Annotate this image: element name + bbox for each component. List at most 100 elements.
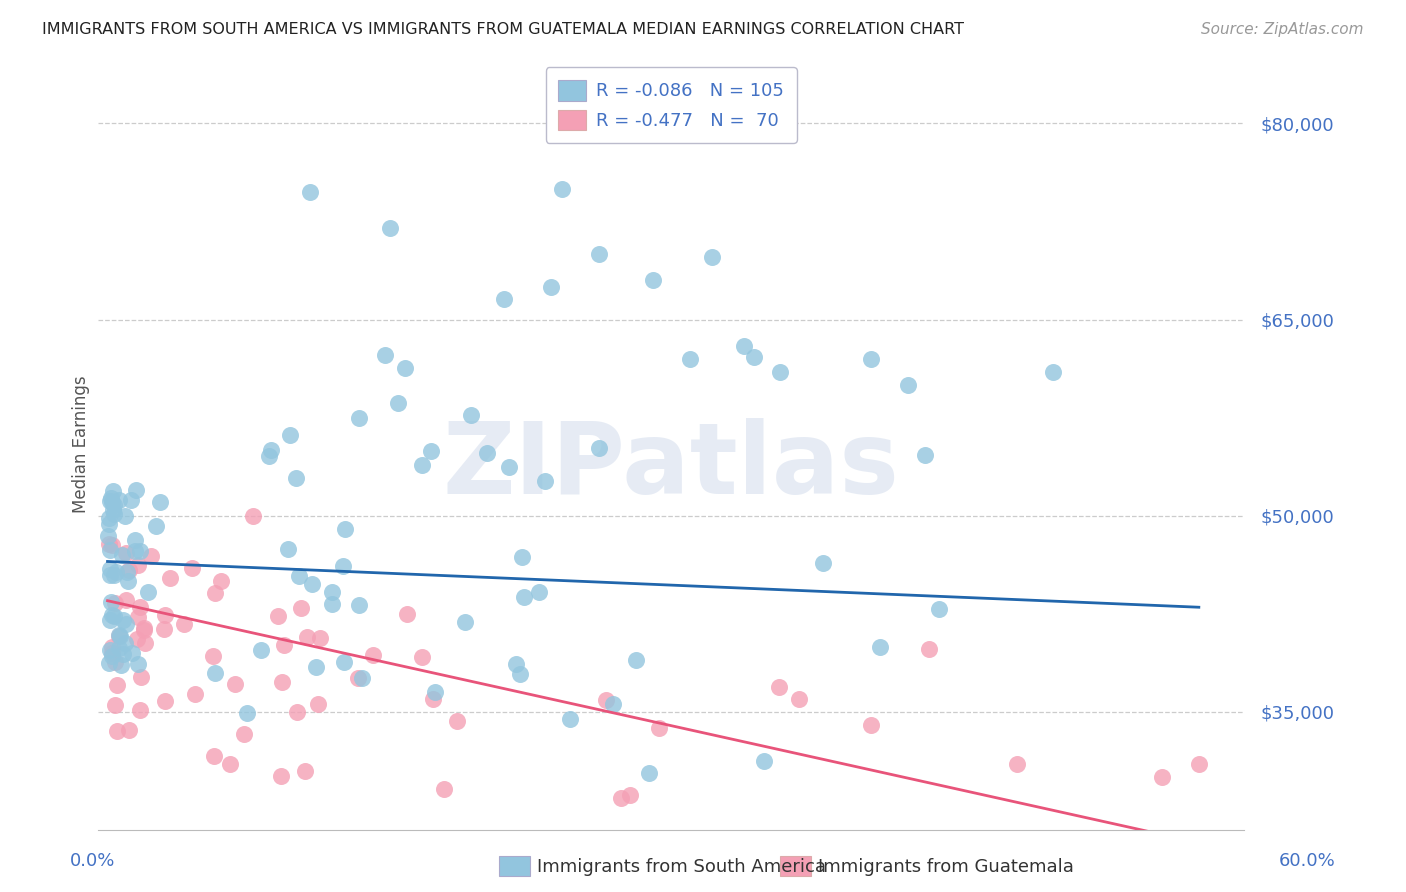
Point: [768, 680, 790, 694]
Point: [648, 722, 671, 736]
Point: [509, 666, 531, 681]
Point: [224, 677, 246, 691]
Point: [236, 706, 259, 720]
Point: [527, 584, 550, 599]
Point: [277, 541, 299, 556]
Point: [285, 705, 308, 719]
Point: [134, 623, 156, 637]
Text: 60.0%: 60.0%: [1279, 852, 1336, 870]
Point: [103, 508, 125, 522]
Point: [510, 550, 533, 565]
Point: [294, 764, 316, 778]
Point: [347, 598, 370, 612]
Point: [869, 640, 891, 654]
Point: [1042, 365, 1064, 379]
Point: [259, 450, 281, 464]
Point: [204, 586, 226, 600]
Point: [595, 693, 617, 707]
Point: [588, 247, 610, 261]
Point: [551, 182, 574, 196]
Point: [361, 648, 384, 662]
Point: [101, 495, 124, 509]
Point: [107, 492, 129, 507]
Point: [124, 533, 146, 548]
Point: [754, 754, 776, 768]
Point: [534, 474, 557, 488]
Point: [103, 608, 125, 623]
Point: [897, 378, 920, 392]
Point: [97, 511, 120, 525]
Point: [129, 543, 152, 558]
Point: [127, 657, 149, 671]
Text: 0.0%: 0.0%: [70, 852, 115, 870]
Point: [352, 672, 374, 686]
Point: [209, 574, 232, 589]
Point: [98, 516, 121, 531]
Point: [98, 568, 121, 582]
Point: [159, 571, 181, 585]
Point: [110, 658, 132, 673]
Point: [202, 749, 225, 764]
Point: [638, 766, 661, 780]
Point: [558, 712, 581, 726]
Point: [100, 595, 122, 609]
Point: [98, 542, 121, 557]
Point: [118, 562, 141, 576]
Point: [295, 630, 318, 644]
Point: [101, 484, 124, 499]
Point: [626, 653, 648, 667]
Point: [153, 693, 176, 707]
Point: [347, 410, 370, 425]
Point: [446, 714, 468, 729]
Point: [290, 600, 312, 615]
Point: [115, 546, 138, 560]
Point: [184, 687, 207, 701]
Point: [395, 607, 418, 622]
Point: [128, 599, 150, 614]
Point: [242, 508, 264, 523]
Point: [387, 396, 409, 410]
Point: [267, 608, 290, 623]
Point: [492, 292, 515, 306]
Point: [129, 670, 152, 684]
Point: [914, 448, 936, 462]
Point: [98, 536, 121, 550]
Point: [270, 770, 292, 784]
Point: [104, 698, 127, 712]
Point: [108, 628, 131, 642]
Point: [411, 649, 433, 664]
Point: [769, 365, 792, 379]
Point: [103, 568, 125, 582]
Point: [139, 549, 162, 563]
Point: [145, 519, 167, 533]
Point: [540, 279, 562, 293]
Point: [602, 697, 624, 711]
Text: ZIPatlas: ZIPatlas: [443, 418, 900, 516]
Point: [118, 723, 141, 738]
Point: [860, 718, 883, 732]
Point: [305, 659, 328, 673]
Point: [125, 632, 148, 647]
Point: [108, 629, 131, 643]
Point: [111, 613, 134, 627]
Point: [136, 585, 159, 599]
Point: [309, 631, 332, 645]
Point: [610, 790, 633, 805]
Point: [115, 565, 138, 579]
Point: [149, 495, 172, 509]
Point: [860, 351, 883, 366]
Point: [378, 221, 401, 235]
Point: [288, 569, 311, 583]
Y-axis label: Median Earnings: Median Earnings: [72, 375, 90, 513]
Point: [278, 428, 301, 442]
Point: [250, 643, 273, 657]
Point: [394, 361, 416, 376]
Point: [101, 640, 124, 654]
Point: [423, 684, 446, 698]
Point: [98, 613, 121, 627]
Point: [124, 543, 146, 558]
Point: [105, 565, 128, 579]
Point: [619, 788, 641, 802]
Point: [787, 691, 810, 706]
Point: [128, 702, 150, 716]
